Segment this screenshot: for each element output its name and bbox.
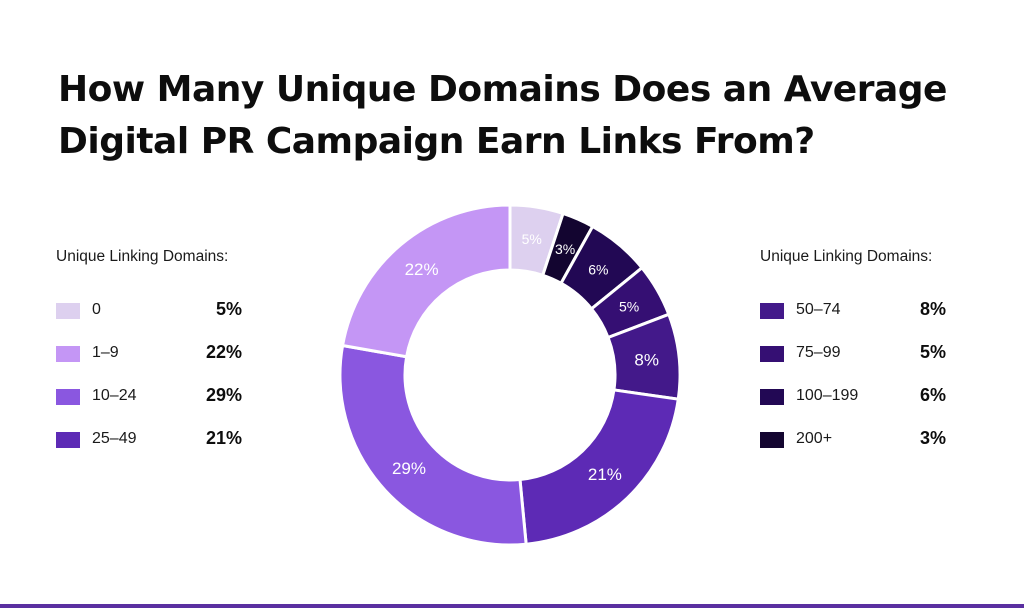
legend-swatch: [760, 346, 784, 362]
legend-heading: Unique Linking Domains:: [760, 248, 933, 265]
donut-slice-10-24: [338, 343, 528, 547]
legend-item-1-9: 1–9 22%: [56, 342, 256, 387]
legend-percent: 5%: [919, 342, 946, 362]
legend-right: Unique Linking Domains: 50–74 8% 75–99 5…: [760, 248, 960, 473]
legend-item-50-74: 50–74 8%: [760, 299, 960, 344]
slice-label: 6%: [588, 262, 608, 278]
slice-label: 8%: [634, 350, 659, 369]
chart-title: How Many Unique Domains Does an Average …: [58, 69, 947, 162]
bottom-divider: [0, 604, 1024, 608]
donut-chart: 5% 3% 6% 5% 8% 21% 29% 22%: [338, 203, 682, 547]
slice-label: 21%: [588, 465, 622, 484]
legend-range: 100–199: [796, 387, 859, 404]
legend-item-100-199: 100–199 6%: [760, 385, 960, 430]
slice-label: 3%: [555, 241, 575, 257]
legend-heading: Unique Linking Domains:: [56, 248, 229, 265]
legend-left: Unique Linking Domains: 0 5% 1–9 22% 10–…: [56, 248, 256, 473]
legend-swatch: [56, 346, 80, 362]
legend-item-25-49: 25–49 21%: [56, 428, 256, 473]
legend-swatch: [760, 303, 784, 319]
legend-swatch: [56, 432, 80, 448]
legend-range: 75–99: [796, 344, 841, 361]
legend-item-10-24: 10–24 29%: [56, 385, 256, 430]
legend-percent: 21%: [205, 428, 242, 448]
legend-swatch: [56, 303, 80, 319]
legend-range: 10–24: [92, 387, 137, 404]
legend-range: 0: [92, 301, 101, 318]
legend-range: 1–9: [92, 344, 119, 361]
slice-label: 29%: [392, 459, 426, 478]
legend-percent: 29%: [205, 385, 242, 405]
slice-label: 5%: [619, 298, 639, 314]
legend-percent: 5%: [215, 299, 242, 319]
slice-label: 5%: [522, 231, 542, 247]
slice-label: 22%: [405, 260, 439, 279]
legend-swatch: [760, 389, 784, 405]
legend-percent: 6%: [919, 385, 946, 405]
legend-item-200-plus: 200+ 3%: [760, 428, 960, 473]
legend-item-75-99: 75–99 5%: [760, 342, 960, 387]
legend-range: 200+: [796, 430, 833, 447]
legend-range: 50–74: [796, 301, 841, 318]
legend-swatch: [760, 432, 784, 448]
legend-percent: 22%: [205, 342, 242, 362]
donut-slice-1-9: [340, 203, 512, 359]
legend-item-0: 0 5%: [56, 299, 256, 344]
legend-range: 25–49: [92, 430, 137, 447]
legend-swatch: [56, 389, 80, 405]
legend-percent: 3%: [919, 428, 946, 448]
legend-percent: 8%: [919, 299, 946, 319]
